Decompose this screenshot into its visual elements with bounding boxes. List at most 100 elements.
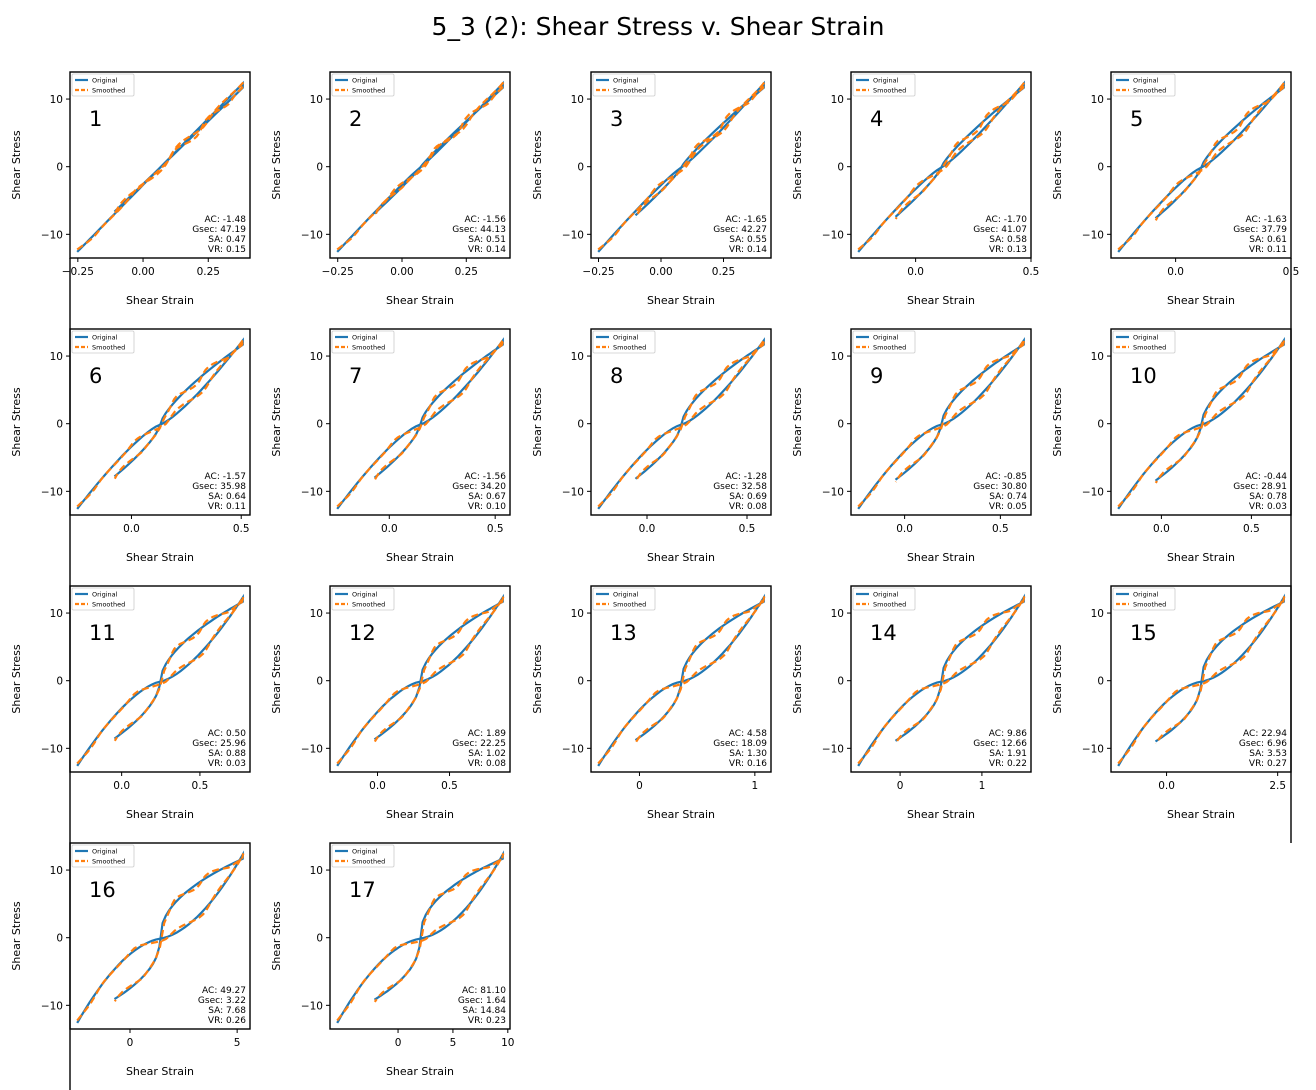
subplot-14: −10 0 10 0 1 Shear Strain Shear Stress 14 Origin…: [791, 585, 1032, 821]
x-axis-label: Shear Strain: [386, 1065, 454, 1078]
x-tick-label: 0.5: [1023, 266, 1040, 278]
y-tick-label: −10: [301, 486, 323, 498]
x-tick-label: 1: [752, 780, 759, 792]
legend: Original Smoothed: [592, 73, 656, 97]
y-tick-label: 10: [1091, 608, 1104, 620]
stats-line: AC: -1.48: [205, 215, 247, 225]
legend-smoothed-label: Smoothed: [873, 87, 906, 95]
x-tick-label: 0.25: [712, 266, 735, 278]
legend-smoothed-label: Smoothed: [873, 344, 906, 352]
x-tick-label: 0.0: [1158, 780, 1175, 792]
axes-frame: [69, 71, 251, 259]
x-axis-label: Shear Strain: [907, 294, 975, 307]
y-tick-label: 10: [310, 865, 323, 877]
legend: Original Smoothed: [71, 73, 135, 97]
x-axis-label: Shear Strain: [126, 808, 194, 821]
y-tick-label: 0: [316, 676, 323, 688]
x-tick-label: 0: [395, 1037, 402, 1049]
x-axis-label: Shear Strain: [386, 294, 454, 307]
y-tick-label: −10: [1082, 229, 1104, 241]
stats-line: AC: 22.94: [1243, 729, 1287, 739]
legend: Original Smoothed: [331, 587, 395, 611]
x-axis-label: Shear Strain: [647, 551, 715, 564]
legend: Original Smoothed: [331, 73, 395, 97]
y-axis-label: Shear Stress: [1051, 644, 1064, 714]
stats-line: AC: -1.70: [986, 215, 1028, 225]
y-tick-label: −10: [41, 1000, 63, 1012]
x-axis-label: Shear Strain: [647, 808, 715, 821]
y-tick-label: 0: [56, 933, 63, 945]
y-tick-label: −10: [562, 229, 584, 241]
y-axis-label: Shear Stress: [270, 644, 283, 714]
stats-line: AC: -1.63: [1246, 215, 1287, 225]
y-axis-label: Shear Stress: [791, 644, 804, 714]
y-tick-label: 10: [571, 94, 584, 106]
stats-line: Gsec: 41.07: [973, 225, 1027, 235]
legend-original-label: Original: [873, 334, 899, 342]
y-tick-label: 10: [50, 351, 63, 363]
stats-line: VR: 0.27: [1249, 759, 1287, 769]
stats-line: Gsec: 28.91: [1233, 482, 1287, 492]
stats-line: VR: 0.03: [1249, 502, 1287, 512]
legend-original-label: Original: [352, 591, 378, 599]
stats-line: Gsec: 42.27: [713, 225, 767, 235]
stats-line: SA: 0.67: [468, 492, 506, 502]
stats-line: Gsec: 18.09: [713, 739, 767, 749]
stats-line: SA: 3.53: [1249, 749, 1287, 759]
y-axis-label: Shear Stress: [270, 387, 283, 457]
stats-line: AC: -1.56: [465, 215, 507, 225]
stats-line: VR: 0.13: [989, 245, 1027, 255]
subplot-4: −10 0 10 0.0 0.5 Shear Strain Shear Stress 4 Ori…: [791, 71, 1040, 307]
legend-original-label: Original: [352, 334, 378, 342]
axes-frame: [1110, 71, 1292, 259]
x-tick-label: 0.0: [123, 523, 140, 535]
x-tick-label: 0.0: [381, 523, 398, 535]
subplot-1: −10 0 10 −0.25 0.00 0.25 Shear Strain Shear Str…: [10, 71, 251, 307]
series-smoothed-line: [336, 595, 505, 765]
y-axis-label: Shear Stress: [1051, 130, 1064, 200]
legend-original-label: Original: [613, 591, 639, 599]
y-tick-label: 10: [1091, 351, 1104, 363]
x-tick-label: 0.0: [1153, 523, 1170, 535]
legend: Original Smoothed: [71, 587, 135, 611]
legend: Original Smoothed: [852, 330, 916, 354]
y-tick-label: −10: [822, 229, 844, 241]
x-axis-label: Shear Strain: [386, 808, 454, 821]
x-tick-label: −0.25: [582, 266, 614, 278]
y-tick-label: −10: [301, 743, 323, 755]
x-tick-label: 0.5: [739, 523, 756, 535]
series-smoothed-line: [336, 338, 505, 508]
legend-original-label: Original: [873, 77, 899, 85]
series-smoothed-line: [857, 81, 1026, 251]
panel-number: 15: [1130, 621, 1157, 645]
x-axis-label: Shear Strain: [907, 551, 975, 564]
x-axis-label: Shear Strain: [126, 551, 194, 564]
stats-line: AC: -1.28: [726, 472, 768, 482]
panel-number: 8: [610, 364, 623, 388]
stats-line: VR: 0.14: [729, 245, 767, 255]
stats-line: VR: 0.08: [729, 502, 767, 512]
panel-number: 4: [870, 107, 883, 131]
y-tick-label: 0: [316, 419, 323, 431]
stats-line: Gsec: 30.80: [973, 482, 1027, 492]
x-tick-label: 0.5: [441, 780, 458, 792]
series-smoothed-line: [336, 853, 505, 1022]
stats-line: Gsec: 6.96: [1239, 739, 1287, 749]
panel-number: 3: [610, 107, 623, 131]
legend-original-label: Original: [1133, 77, 1159, 85]
legend-original-label: Original: [352, 77, 378, 85]
subplot-16: −10 0 10 0 5 Shear Strain Shear Stress 16 Origin…: [10, 842, 251, 1078]
x-axis-label: Shear Strain: [386, 551, 454, 564]
legend: Original Smoothed: [1112, 73, 1176, 97]
panel-number: 12: [349, 621, 376, 645]
y-tick-label: 10: [310, 94, 323, 106]
legend-original-label: Original: [92, 77, 118, 85]
legend: Original Smoothed: [331, 844, 395, 868]
x-tick-label: 0.0: [113, 780, 130, 792]
y-axis-label: Shear Stress: [270, 130, 283, 200]
x-tick-label: 1: [979, 780, 986, 792]
subplot-13: −10 0 10 0 1 Shear Strain Shear Stress 13 Origin…: [531, 585, 772, 821]
x-tick-label: 5: [234, 1037, 241, 1049]
